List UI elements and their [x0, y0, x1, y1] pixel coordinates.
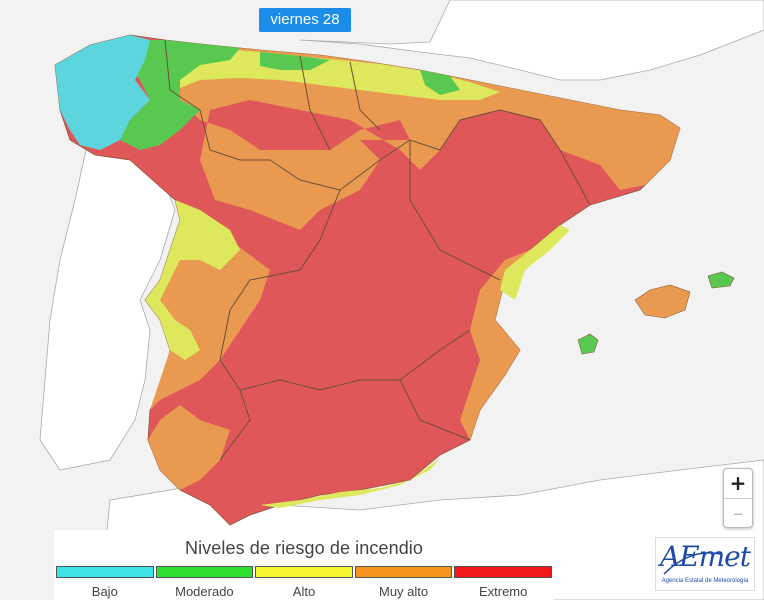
moderado-cantabria [260, 52, 330, 70]
legend-swatch-muy-alto [354, 566, 453, 578]
alto-south [260, 458, 440, 508]
region-borders [164, 39, 591, 461]
zoom-control: + – [723, 468, 753, 528]
legend-label-muy-alto: Muy alto [379, 584, 429, 599]
logo-wordmark: AEmet [659, 540, 751, 573]
aemet-swoosh-icon [663, 552, 721, 575]
legend-label-moderado: Moderado [175, 584, 234, 599]
zoom-out-button[interactable]: – [733, 501, 743, 525]
aemet-logo[interactable]: AEmet Agencia Estatal de Meteorología [655, 537, 755, 591]
legend-label-alto: Alto [292, 584, 316, 599]
southwest-muy-alto [148, 405, 230, 490]
mallorca [634, 284, 691, 319]
legend-swatch-bajo [56, 566, 154, 578]
risk-legend: Niveles de riesgo de incendio Bajo Moder… [54, 530, 554, 600]
day-label-badge[interactable]: viernes 28 [259, 8, 351, 32]
alto-north [160, 48, 500, 100]
legend-swatch-moderado [155, 566, 254, 578]
moderado-north [120, 40, 240, 150]
west-muy-alto [150, 220, 270, 410]
legend-swatch-extremo [454, 566, 552, 578]
alto-west [145, 200, 240, 360]
legend-scale: Bajo Moderado Alto Muy alto Extremo [56, 566, 552, 599]
alto-east [500, 225, 570, 300]
menorca [707, 271, 735, 289]
legend-swatch-alto [255, 566, 353, 578]
ibiza [577, 333, 599, 355]
legend-label-bajo: Bajo [91, 584, 118, 599]
legend-item-extremo: Extremo [454, 566, 552, 599]
bajo-galicia [55, 35, 150, 150]
legend-title: Niveles de riesgo de incendio [184, 538, 424, 558]
spain-risk-areas [54, 34, 735, 526]
east-muy-alto [460, 250, 530, 440]
zoom-in-button[interactable]: + [729, 471, 747, 495]
legend-label-extremo: Extremo [478, 584, 528, 599]
zoom-divider [724, 498, 752, 499]
logo-subtitle: Agencia Estatal de Meteorología [661, 578, 749, 584]
legend-item-bajo: Bajo [56, 566, 154, 599]
legend-item-muy-alto: Muy alto [354, 566, 453, 599]
north-muy-alto [150, 45, 680, 230]
legend-item-moderado: Moderado [155, 566, 254, 599]
legend-item-alto: Alto [255, 566, 353, 599]
moderado-pyrenees [420, 70, 460, 95]
